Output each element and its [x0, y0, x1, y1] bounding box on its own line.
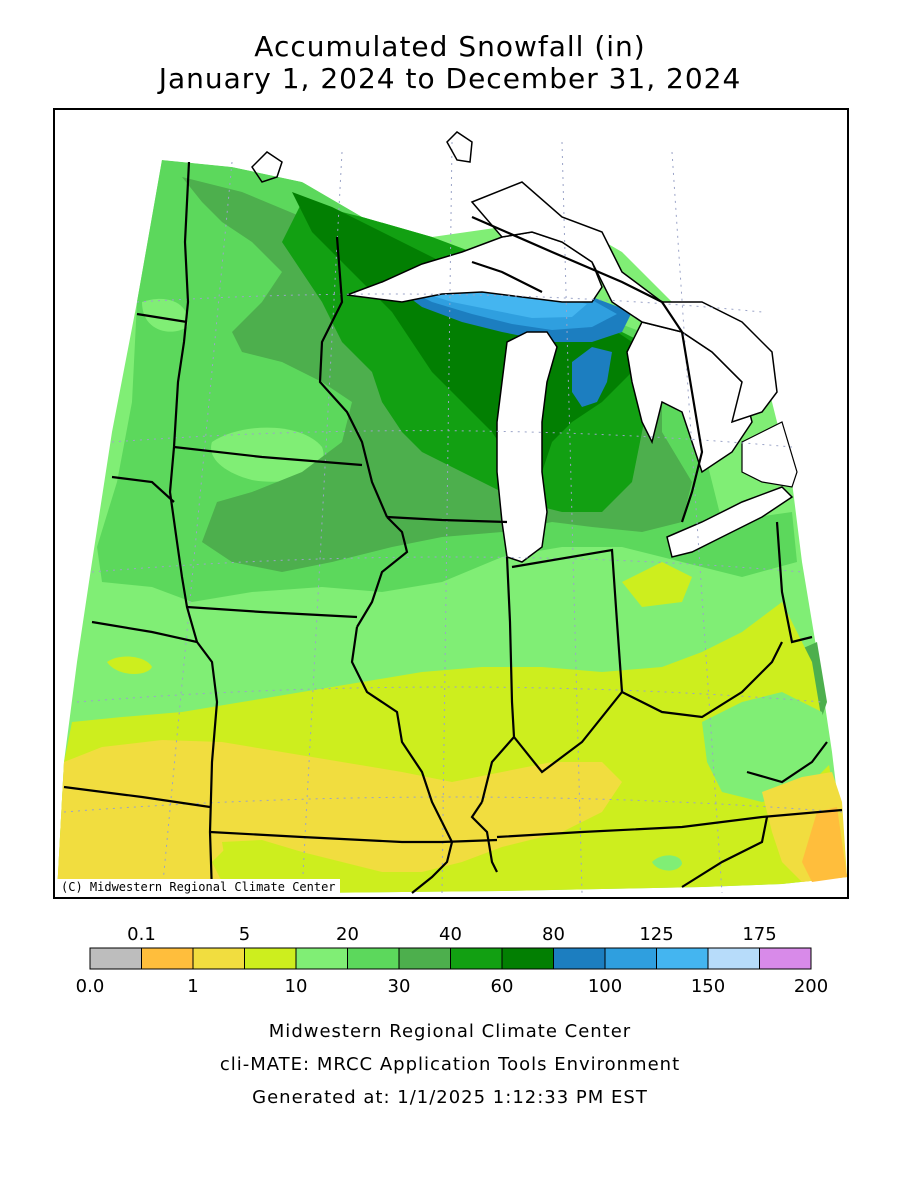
- legend-swatch: [295, 947, 348, 970]
- map-credit: (C) Midwestern Regional Climate Center: [57, 879, 340, 895]
- legend-bottom-label: 200: [794, 976, 828, 997]
- legend-swatch: [759, 947, 812, 970]
- legend-swatch: [89, 947, 142, 970]
- snowfall-map-canvas: [55, 110, 847, 897]
- color-legend: 0.1 5 20 40 80 125 175 0.0 1 10 30 60 100 150 200: [76, 924, 829, 997]
- region-5-10: [622, 562, 692, 607]
- region-1-5: [57, 740, 622, 893]
- footer-tool-name: cli-MATE: MRCC Application Tools Environ…: [219, 1054, 681, 1075]
- footer-organization: Midwestern Regional Climate Center: [268, 1021, 632, 1042]
- region-10-20-bubble: [142, 298, 188, 332]
- legend-swatch: [450, 947, 503, 970]
- legend-swatch: [501, 947, 554, 970]
- legend-swatch: [553, 947, 606, 970]
- legend-bottom-labels: 0.0 1 10 30 60 100 150 200: [76, 976, 829, 997]
- legend-bottom-label: 10: [285, 976, 308, 997]
- region-80-100: [572, 347, 612, 407]
- lake-superior: [346, 231, 603, 303]
- ontario-land: [470, 181, 778, 424]
- map-date-range: January 1, 2024 to December 31, 2024: [158, 62, 742, 95]
- region-5-10: [107, 656, 152, 674]
- map-title: Accumulated Snowfall (in): [254, 30, 646, 63]
- region-60-80: [292, 192, 642, 472]
- lake-michigan: [496, 331, 558, 563]
- legend-swatch: [398, 947, 451, 970]
- region-0.1-1: [802, 807, 847, 882]
- legend-top-label: 0.1: [127, 924, 156, 945]
- legend-top-labels: 0.1 5 20 40 80 125 175: [127, 924, 777, 945]
- legend-swatch: [141, 947, 194, 970]
- ontario-land: [741, 421, 798, 488]
- legend-top-label: 175: [742, 924, 776, 945]
- legend-bottom-label: 100: [588, 976, 622, 997]
- legend-bottom-label: 30: [388, 976, 411, 997]
- region-10-20: [652, 855, 682, 871]
- legend-bottom-label: 1: [187, 976, 198, 997]
- legend-swatch: [707, 947, 760, 970]
- legend-bottom-label: 60: [491, 976, 514, 997]
- region-10-20: [702, 692, 832, 802]
- snowfall-map: (C) Midwestern Regional Climate Center: [53, 108, 849, 899]
- legend-swatch: [347, 947, 400, 970]
- region-10-20-bubble: [211, 427, 324, 482]
- legend-top-label: 80: [542, 924, 565, 945]
- legend-top-label: 125: [639, 924, 673, 945]
- legend-bins: [89, 947, 812, 970]
- ontario-land: [162, 117, 492, 202]
- legend-bottom-label: 150: [691, 976, 725, 997]
- state-boundaries: [63, 161, 843, 894]
- legend-top-label: 5: [239, 924, 250, 945]
- lake-erie: [666, 486, 794, 558]
- legend-top-label: 40: [439, 924, 462, 945]
- footer-generated-time: Generated at: 1/1/2025 1:12:33 PM EST: [252, 1087, 648, 1108]
- legend-bottom-label: 0.0: [76, 976, 105, 997]
- graticule: [63, 141, 843, 894]
- legend-swatch: [192, 947, 245, 970]
- legend-swatch: [244, 947, 297, 970]
- legend-swatch: [656, 947, 709, 970]
- legend-swatch: [604, 947, 657, 970]
- coastlines: [251, 131, 473, 183]
- region-5-10: [222, 840, 322, 887]
- legend-top-label: 20: [336, 924, 359, 945]
